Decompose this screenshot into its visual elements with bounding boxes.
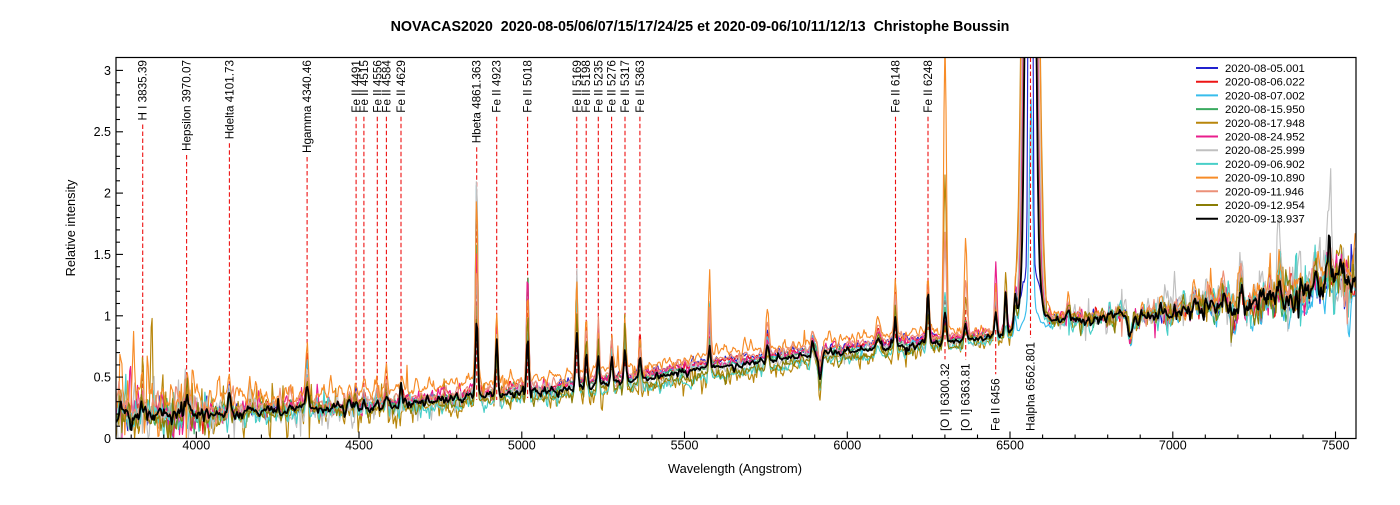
- svg-text:Halpha 6562.801: Halpha 6562.801: [1025, 342, 1038, 431]
- svg-text:7000: 7000: [1159, 439, 1187, 453]
- svg-text:Fe II 5317: Fe II 5317: [619, 60, 632, 113]
- svg-text:Fe II 5363: Fe II 5363: [634, 60, 647, 113]
- svg-text:2020-09-06.902: 2020-09-06.902: [1225, 159, 1305, 171]
- svg-text:6000: 6000: [833, 439, 861, 453]
- svg-text:Fe II 5169: Fe II 5169: [571, 60, 584, 113]
- svg-text:2020-08-15.950: 2020-08-15.950: [1225, 104, 1305, 116]
- svg-text:Fe II 5235: Fe II 5235: [592, 60, 605, 113]
- svg-text:Fe II 5018: Fe II 5018: [522, 60, 535, 113]
- svg-text:2020-09-10.890: 2020-09-10.890: [1225, 173, 1305, 185]
- svg-text:2020-08-06.022: 2020-08-06.022: [1225, 77, 1305, 89]
- svg-text:2020-08-24.952: 2020-08-24.952: [1225, 132, 1305, 144]
- svg-text:Fe II 4556: Fe II 4556: [371, 60, 384, 113]
- svg-text:2020-08-05.001: 2020-08-05.001: [1225, 63, 1305, 75]
- svg-text:2020-08-25.999: 2020-08-25.999: [1225, 145, 1305, 157]
- svg-text:5000: 5000: [508, 439, 536, 453]
- svg-text:[O I] 6363.81: [O I] 6363.81: [960, 363, 973, 431]
- svg-text:7500: 7500: [1322, 439, 1350, 453]
- svg-text:1: 1: [104, 309, 111, 323]
- svg-text:3: 3: [104, 64, 111, 78]
- svg-text:NOVACAS2020 2020-08-05/06/07/: NOVACAS2020 2020-08-05/06/07/15/17/24/25…: [391, 19, 1010, 35]
- svg-text:Relative intensity: Relative intensity: [63, 179, 78, 276]
- svg-text:2020-09-12.954: 2020-09-12.954: [1225, 200, 1305, 212]
- svg-text:Hbeta 4861.363: Hbeta 4861.363: [471, 60, 484, 143]
- svg-text:Fe II 4923: Fe II 4923: [491, 60, 504, 113]
- svg-text:Fe II 4584: Fe II 4584: [380, 60, 393, 113]
- svg-text:Fe II 4629: Fe II 4629: [395, 60, 408, 113]
- svg-text:6500: 6500: [996, 439, 1024, 453]
- svg-text:2020-08-17.948: 2020-08-17.948: [1225, 118, 1305, 130]
- svg-text:5500: 5500: [671, 439, 699, 453]
- svg-text:Hgamma 4340.46: Hgamma 4340.46: [301, 60, 314, 153]
- svg-text:2020-09-13.937: 2020-09-13.937: [1225, 214, 1305, 226]
- svg-text:Fe II 6148: Fe II 6148: [890, 60, 903, 113]
- svg-text:2.5: 2.5: [94, 125, 111, 139]
- svg-text:Wavelength (Angstrom): Wavelength (Angstrom): [668, 461, 802, 476]
- svg-text:Fe II 5198: Fe II 5198: [580, 60, 593, 113]
- svg-text:Fe II 4515: Fe II 4515: [358, 60, 371, 113]
- svg-text:2020-08-07.002: 2020-08-07.002: [1225, 90, 1305, 102]
- svg-text:0: 0: [104, 432, 111, 446]
- svg-text:Fe II 4491: Fe II 4491: [350, 60, 363, 113]
- svg-text:Fe II 5276: Fe II 5276: [606, 60, 619, 113]
- svg-text:1.5: 1.5: [94, 248, 111, 262]
- svg-text:4500: 4500: [345, 439, 373, 453]
- svg-text:Hepsilon 3970.07: Hepsilon 3970.07: [181, 60, 194, 151]
- svg-text:Fe II 6248: Fe II 6248: [922, 60, 935, 113]
- svg-text:0.5: 0.5: [94, 371, 111, 385]
- svg-text:Hdelta 4101.73: Hdelta 4101.73: [223, 60, 236, 139]
- svg-text:[O I] 6300.32: [O I] 6300.32: [939, 363, 952, 431]
- svg-text:H I 3835.39: H I 3835.39: [137, 60, 150, 120]
- svg-text:4000: 4000: [182, 439, 210, 453]
- svg-text:2: 2: [104, 187, 111, 201]
- svg-text:Fe II 6456: Fe II 6456: [990, 378, 1003, 431]
- svg-text:2020-09-11.946: 2020-09-11.946: [1225, 186, 1304, 198]
